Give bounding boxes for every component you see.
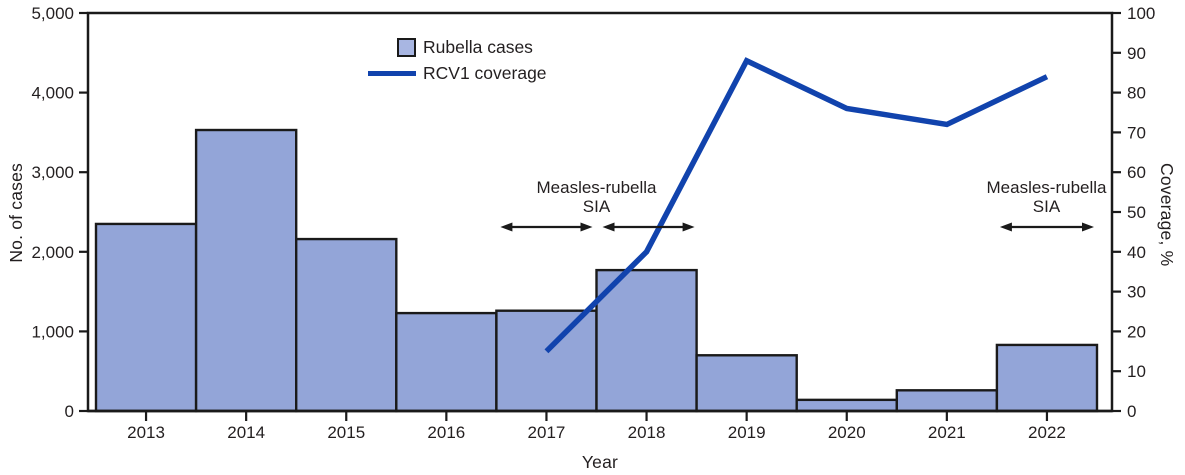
x-tick-label-2019: 2019 [728, 423, 766, 442]
legend: Rubella cases RCV1 coverage [368, 37, 547, 83]
right-tick-label-60: 60 [1127, 163, 1146, 182]
x-tick-label-2013: 2013 [127, 423, 165, 442]
right-tick-label-90: 90 [1127, 44, 1146, 63]
bar-2017 [495, 309, 598, 413]
sia-arrow-1-0 [999, 222, 1094, 232]
x-tick-label-2018: 2018 [628, 423, 666, 442]
right-tick-label-70: 70 [1127, 123, 1146, 142]
sia-annotation-1-line2: SIA [583, 197, 611, 216]
legend-label-rcv1-coverage: RCV1 coverage [423, 62, 547, 83]
bar-2021 [895, 389, 999, 413]
annotation-text-layer: Measles-rubella SIA Measles-rubella SIA [537, 178, 1108, 216]
bar-2014 [194, 128, 298, 413]
line-swatch-icon [368, 70, 416, 76]
rcv1-coverage-line [544, 57, 1049, 354]
legend-swatch-col [368, 70, 416, 76]
sia-arrows-layer [500, 222, 1094, 232]
bar-2019 [695, 354, 798, 413]
legend-swatch-col [368, 37, 416, 57]
y-axis-title-left: No. of cases [6, 163, 26, 263]
legend-label-rubella-cases: Rubella cases [423, 36, 533, 57]
left-tick-label-2,000: 2,000 [31, 243, 74, 262]
x-axis-title: Year [581, 452, 619, 472]
bar-2020 [795, 398, 899, 413]
sia-annotation-2-line1: Measles-rubella [987, 178, 1108, 197]
left-tick-label-5,000: 5,000 [31, 4, 74, 23]
left-tick-label-0: 0 [65, 402, 74, 421]
left-tick-label-4,000: 4,000 [31, 84, 74, 103]
right-tick-label-20: 20 [1127, 322, 1146, 341]
right-tick-label-0: 0 [1127, 402, 1136, 421]
bar-2015 [295, 237, 398, 413]
left-tick-label-3,000: 3,000 [31, 163, 74, 182]
right-tick-label-40: 40 [1127, 243, 1146, 262]
legend-item-rcv1-coverage: RCV1 coverage [368, 63, 547, 83]
right-tick-label-30: 30 [1127, 283, 1146, 302]
x-tick-label-2017: 2017 [528, 423, 566, 442]
line-layer [544, 57, 1049, 354]
x-tick-label-2014: 2014 [227, 423, 265, 442]
sia-arrow-0-1 [602, 222, 695, 232]
bar-2018 [595, 268, 698, 413]
right-tick-label-80: 80 [1127, 84, 1146, 103]
x-tick-label-2022: 2022 [1028, 423, 1066, 442]
bars-layer [94, 128, 1099, 413]
sia-arrow-0-0 [500, 222, 593, 232]
right-tick-label-100: 100 [1127, 4, 1155, 23]
axes-layer: 0 1,000 2,000 3,000 4,000 5,000 0 10 20 30 40 50 60 7… [31, 4, 1155, 442]
x-tick-label-2015: 2015 [327, 423, 365, 442]
x-tick-label-2016: 2016 [427, 423, 465, 442]
y-axis-title-right: Coverage, % [1157, 163, 1177, 267]
x-tick-label-2021: 2021 [928, 423, 966, 442]
right-tick-label-50: 50 [1127, 203, 1146, 222]
bar-swatch-icon [397, 37, 416, 57]
legend-item-rubella-cases: Rubella cases [368, 37, 547, 57]
sia-annotation-2-line2: SIA [1033, 197, 1061, 216]
bar-2013 [94, 222, 198, 413]
sia-annotation-1-line1: Measles-rubella [537, 178, 658, 197]
bar-2022 [995, 343, 1099, 413]
right-tick-label-10: 10 [1127, 362, 1146, 381]
x-tick-label-2020: 2020 [828, 423, 866, 442]
left-tick-label-1,000: 1,000 [31, 322, 74, 341]
bar-2016 [395, 311, 498, 413]
